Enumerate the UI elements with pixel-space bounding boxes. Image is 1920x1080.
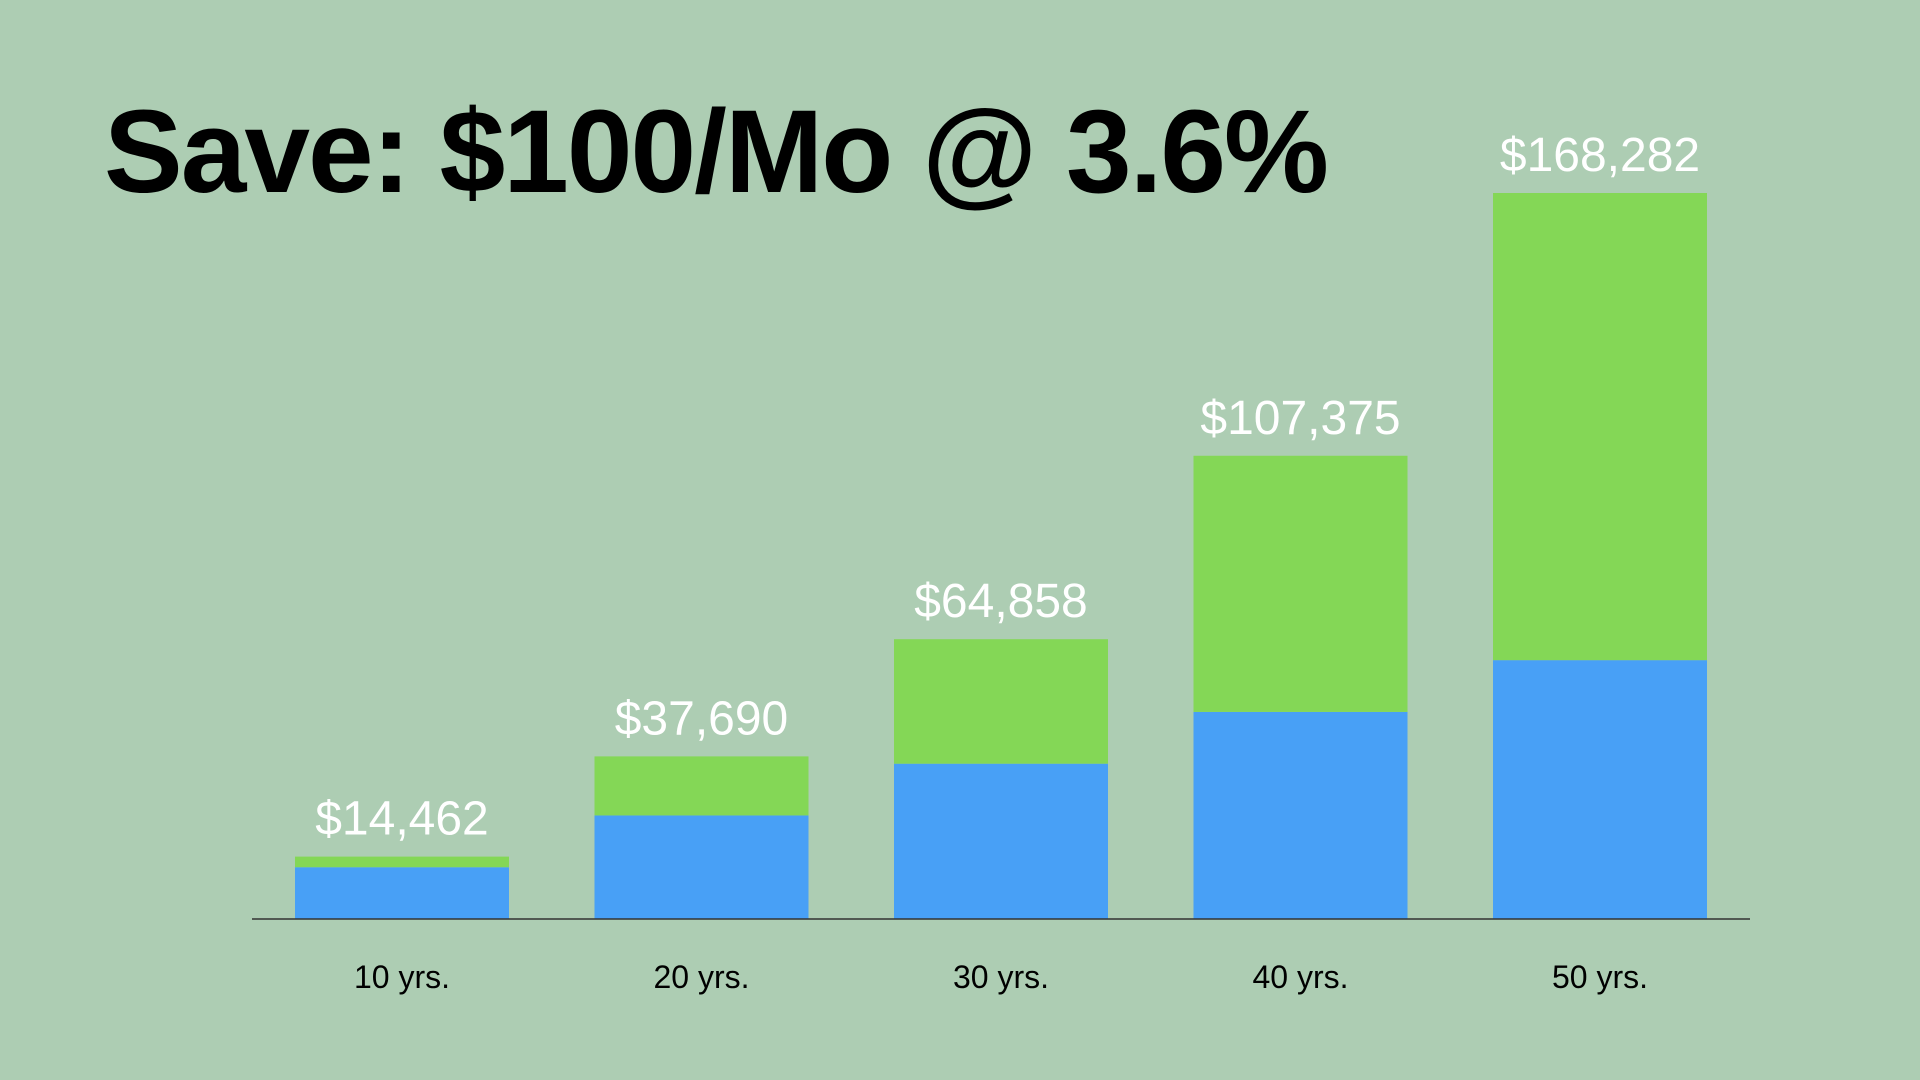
x-tick-label: 40 yrs. xyxy=(1252,959,1348,995)
x-tick-label: 50 yrs. xyxy=(1552,959,1648,995)
bar-total-label: $64,858 xyxy=(914,575,1088,628)
chart-title: Save: $100/Mo @ 3.6% xyxy=(104,86,1329,218)
bar-total-label: $168,282 xyxy=(1500,129,1700,182)
bar-total-label: $107,375 xyxy=(1200,392,1400,445)
bar-segment-interest xyxy=(1493,193,1707,661)
bar-total-label: $37,690 xyxy=(615,692,789,745)
x-tick-label: 30 yrs. xyxy=(953,959,1049,995)
bar-segment-contributions xyxy=(1193,711,1408,919)
x-tick-label: 20 yrs. xyxy=(653,959,749,995)
bar-total-label: $14,462 xyxy=(315,793,489,846)
bar-segment-interest xyxy=(1193,455,1408,712)
bar-segment-contributions xyxy=(295,867,509,919)
bar-segment-interest xyxy=(295,856,509,868)
bar-segment-contributions xyxy=(1493,660,1707,919)
bar-segment-interest xyxy=(594,756,809,816)
bar-segment-contributions xyxy=(594,815,809,919)
x-tick-label: 10 yrs. xyxy=(354,959,450,995)
bar-segment-contributions xyxy=(894,763,1108,919)
bar-segment-interest xyxy=(894,639,1108,764)
